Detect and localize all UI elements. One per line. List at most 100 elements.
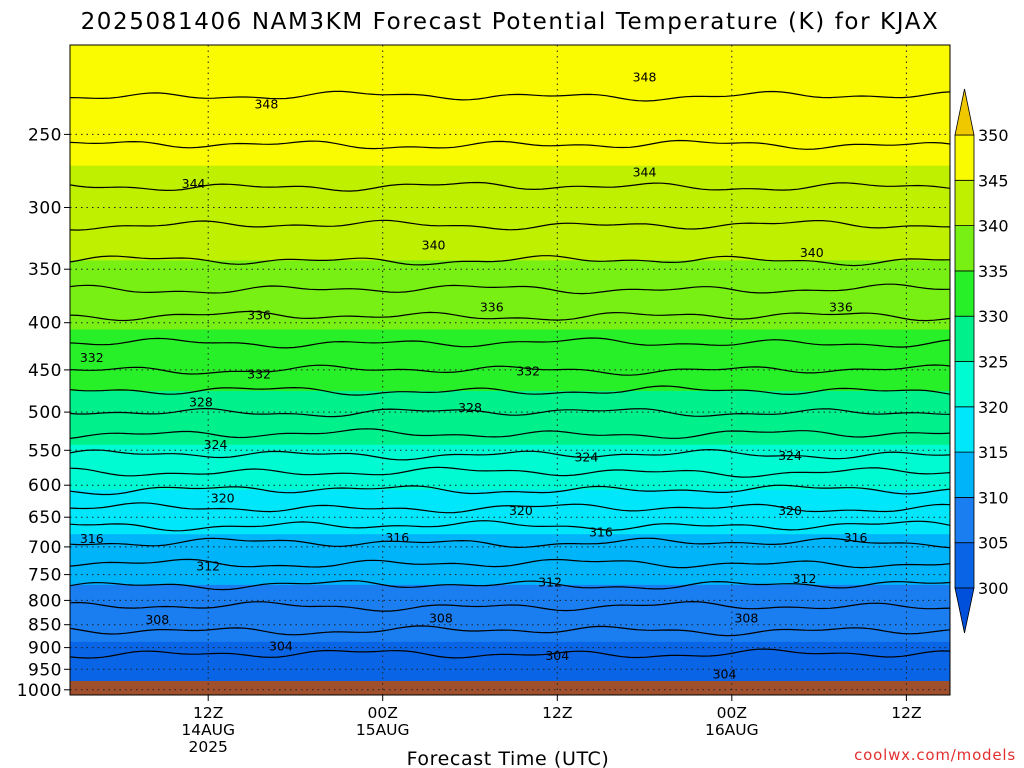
x-tick-label: 00Z bbox=[717, 704, 747, 722]
contour-line-346 bbox=[70, 139, 950, 150]
colorbar-segment bbox=[954, 451, 975, 498]
contour-label: 348 bbox=[254, 97, 278, 112]
contour-label: 340 bbox=[422, 238, 446, 253]
contour-line-338 bbox=[70, 283, 950, 295]
x-tick-label: 12Z bbox=[891, 704, 921, 722]
colorbar-tick-label: 345 bbox=[978, 171, 1009, 190]
colorbar-tick-label: 310 bbox=[978, 488, 1009, 507]
theta-band bbox=[70, 165, 950, 261]
contour-label: 344 bbox=[633, 165, 657, 180]
theta-band bbox=[70, 260, 950, 331]
colorbar: 300 305 310 315 320 325 330 335 340 345 350 bbox=[954, 88, 1009, 634]
x-tick-label: 12Z bbox=[542, 704, 572, 722]
colorbar-segment bbox=[954, 270, 975, 317]
contour-label: 336 bbox=[247, 308, 271, 323]
contour-label: 324 bbox=[204, 437, 228, 452]
contour-label: 320 bbox=[778, 503, 802, 518]
contour-label: 324 bbox=[574, 450, 598, 465]
colorbar-segment bbox=[954, 496, 975, 544]
theta-band bbox=[70, 45, 950, 167]
theta-contour-lines bbox=[70, 90, 950, 659]
contour-label: 324 bbox=[778, 448, 802, 463]
colorbar-segment bbox=[954, 542, 975, 589]
y-tick-label: 250 bbox=[28, 125, 62, 145]
contour-line-322 bbox=[70, 466, 950, 478]
y-tick-label: 700 bbox=[28, 538, 62, 558]
contour-line-308 bbox=[70, 600, 950, 612]
colorbar-top-extend bbox=[954, 88, 975, 136]
contour-label: 332 bbox=[80, 350, 104, 365]
x-tick-label: 15AUG bbox=[356, 721, 410, 739]
contour-label: 308 bbox=[429, 611, 453, 626]
contour-label: 316 bbox=[80, 531, 104, 546]
x-tick-label: 2025 bbox=[188, 738, 227, 756]
contour-line-316 bbox=[70, 520, 950, 532]
y-tick-label: 450 bbox=[28, 361, 62, 381]
y-tick-label: 400 bbox=[28, 314, 62, 334]
colorbar-segment bbox=[954, 225, 975, 272]
contour-label: 304 bbox=[269, 638, 293, 653]
contour-label: 312 bbox=[793, 571, 817, 586]
contour-label: 316 bbox=[385, 530, 409, 545]
contour-label: 348 bbox=[633, 70, 657, 85]
colorbar-tick-label: 315 bbox=[978, 443, 1009, 462]
y-tick-label: 600 bbox=[28, 476, 62, 496]
y-tick-label: 800 bbox=[28, 591, 62, 611]
colorbar-tick-label: 335 bbox=[978, 262, 1009, 281]
contour-label: 340 bbox=[800, 245, 824, 260]
colorbar-tick-label: 305 bbox=[978, 534, 1009, 553]
contour-line-318 bbox=[70, 502, 950, 514]
contour-line-314 bbox=[70, 537, 950, 549]
y-tick-label: 650 bbox=[28, 508, 62, 528]
contour-line-320 bbox=[70, 484, 950, 496]
colorbar-bottom-extend bbox=[954, 587, 975, 634]
contour-line-310 bbox=[70, 579, 950, 591]
x-tick-label: 00Z bbox=[368, 704, 398, 722]
contour-line-304 bbox=[70, 648, 950, 659]
y-tick-label: 900 bbox=[28, 639, 62, 659]
contour-line-344 bbox=[70, 181, 950, 192]
contour-label: 316 bbox=[589, 524, 613, 539]
colorbar-tick-label: 320 bbox=[978, 398, 1009, 417]
y-tick-label: 500 bbox=[28, 403, 62, 423]
colorbar-tick-label: 340 bbox=[978, 217, 1009, 236]
colorbar-segment bbox=[954, 315, 975, 362]
contour-label: 320 bbox=[211, 490, 235, 505]
contour-line-324 bbox=[70, 448, 950, 461]
contour-line-342 bbox=[70, 219, 950, 231]
contour-label: 336 bbox=[829, 299, 853, 314]
contour-line-328 bbox=[70, 407, 950, 418]
contour-line-306 bbox=[70, 625, 950, 637]
contour-label: 320 bbox=[509, 503, 533, 518]
y-tick-label: 850 bbox=[28, 616, 62, 636]
x-tick-label: 16AUG bbox=[705, 721, 759, 739]
surface-band bbox=[70, 681, 950, 695]
colorbar-segment bbox=[954, 406, 975, 453]
contour-label: 328 bbox=[458, 400, 482, 415]
contour-line-340 bbox=[70, 255, 950, 267]
contour-label: 332 bbox=[247, 366, 271, 381]
credit-link[interactable]: coolwx.com/models bbox=[854, 746, 1016, 764]
contour-label: 336 bbox=[480, 299, 504, 314]
surface-terrain-band bbox=[70, 681, 950, 695]
contour-line-330 bbox=[70, 385, 950, 396]
x-tick-label: 12Z bbox=[193, 704, 223, 722]
theta-band bbox=[70, 584, 950, 643]
contour-line-334 bbox=[70, 337, 950, 349]
y-tick-label: 950 bbox=[28, 660, 62, 680]
colorbar-segment bbox=[954, 179, 975, 227]
colorbar-segment bbox=[954, 134, 975, 181]
theta-contour-labels: 348 348 344 344 340 340 336 336 336 332 332 332 328 3… bbox=[80, 70, 868, 682]
colorbar-tick-label: 350 bbox=[978, 126, 1009, 145]
theta-band bbox=[70, 534, 950, 586]
colorbar-tick-label: 330 bbox=[978, 307, 1009, 326]
y-tick-label: 350 bbox=[28, 260, 62, 280]
pressure-axis: 250 300 350 400 450 500 550 600 650 700 750 800 850 9… bbox=[17, 125, 70, 701]
contour-label: 308 bbox=[734, 611, 758, 626]
y-tick-label: 750 bbox=[28, 566, 62, 586]
colorbar-tick-label: 300 bbox=[978, 579, 1009, 598]
contour-label: 304 bbox=[545, 648, 569, 663]
contour-label: 316 bbox=[844, 530, 868, 545]
